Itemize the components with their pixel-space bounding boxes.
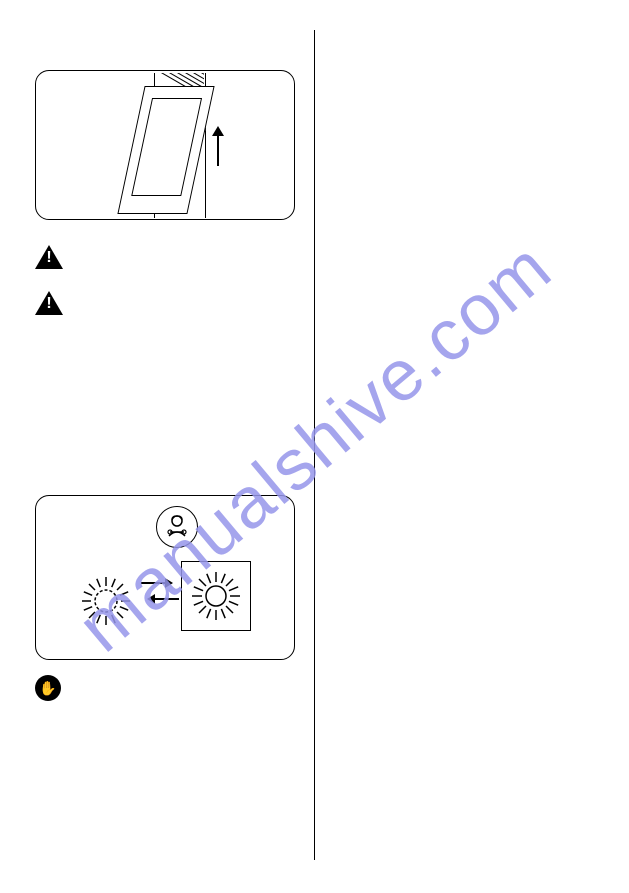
warning-icon: ! [35,291,63,315]
technician-icon [156,506,198,548]
column-divider [314,30,315,860]
warning-icon: ! [35,245,63,269]
illustration-door-removal [35,70,295,220]
sun-icon [76,571,136,631]
illustration-bulb-replacement [35,495,295,660]
arrow-up-icon [210,126,226,166]
stop-hand-icon: ✋ [35,675,61,701]
left-column: ! ! [35,70,305,701]
sun-boxed-icon [181,561,251,631]
swap-arrows-icon [141,578,181,613]
hand-glyph: ✋ [39,680,56,697]
